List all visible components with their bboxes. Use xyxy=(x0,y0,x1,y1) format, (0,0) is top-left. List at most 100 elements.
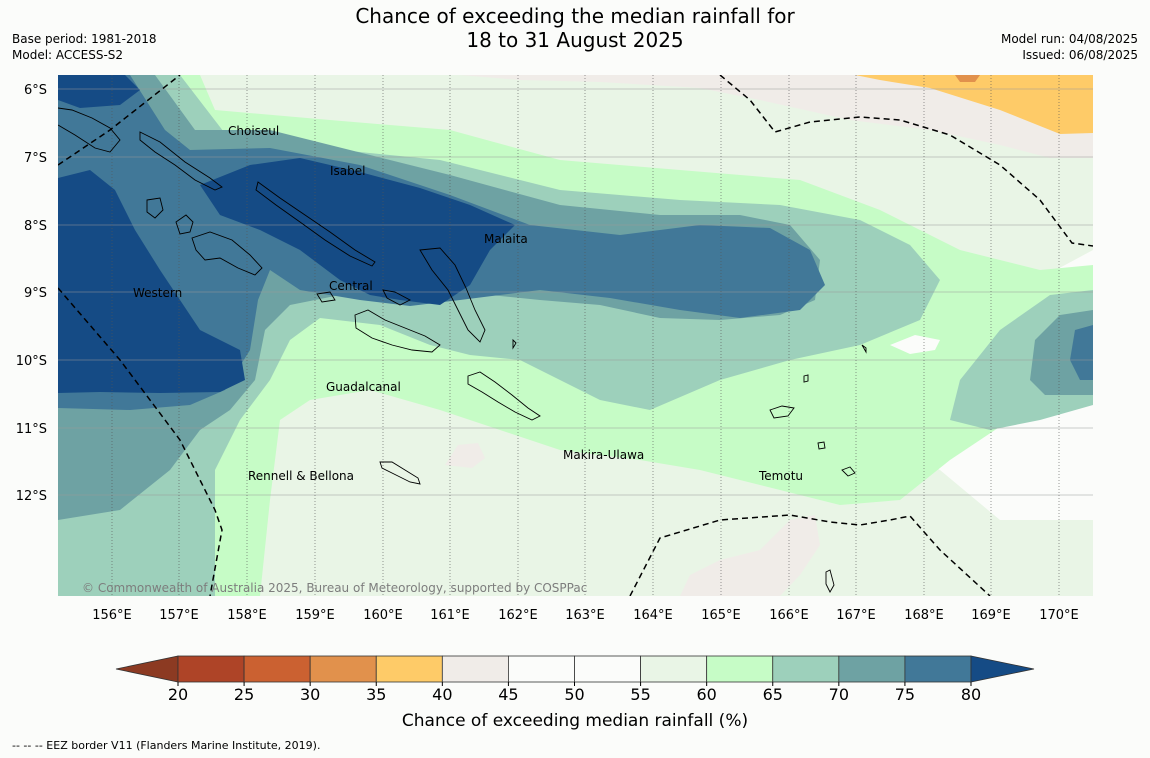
eez-border xyxy=(58,75,1093,596)
lat-label: 12°S xyxy=(16,489,47,504)
colorbar-tick-label: 30 xyxy=(300,685,320,704)
island-isabel xyxy=(255,181,376,267)
lon-label: 168°E xyxy=(904,608,944,623)
island-new-georgia xyxy=(191,231,263,276)
colorbar-tick-label: 45 xyxy=(498,685,518,704)
colorbar-segment xyxy=(838,655,906,683)
island-tikopia xyxy=(841,466,856,477)
region-label-western: Western xyxy=(133,286,182,300)
region-label-makira-ulawa: Makira-Ulawa xyxy=(563,448,644,462)
fill-above-80 xyxy=(58,75,140,108)
lon-label: 165°E xyxy=(701,608,741,623)
fill-above-80-west xyxy=(58,170,245,393)
lat-label: 6°S xyxy=(24,83,47,98)
colorbar-tick-label: 60 xyxy=(696,685,716,704)
island-small-1 xyxy=(512,338,517,350)
colorbar-segment xyxy=(640,655,708,683)
lon-label: 160°E xyxy=(363,608,403,623)
island-makira xyxy=(467,371,541,421)
colorbar-high-extension xyxy=(970,655,1035,683)
colorbar-tick-label: 70 xyxy=(829,685,849,704)
base-period: Base period: 1981-2018 xyxy=(12,32,157,46)
island-florida xyxy=(316,291,336,303)
model-info: Base period: 1981-2018 Model: ACCESS-S2 xyxy=(12,31,157,63)
colorbar: 20 25 30 35 40 45 50 55 60 65 70 75 80 Chance of exc… xyxy=(115,655,1035,731)
colorbar-tick-label: 75 xyxy=(895,685,915,704)
lat-label: 9°S xyxy=(24,286,47,301)
island-small-2 xyxy=(861,344,867,354)
lat-label: 11°S xyxy=(16,422,47,437)
title-line-2: 18 to 31 August 2025 xyxy=(466,28,684,52)
issued-date: Issued: 06/08/2025 xyxy=(1022,48,1138,62)
island-rennell xyxy=(379,461,421,485)
lon-label: 169°E xyxy=(971,608,1011,623)
lon-label: 157°E xyxy=(159,608,199,623)
lon-label: 167°E xyxy=(836,608,876,623)
region-label-isabel: Isabel xyxy=(330,164,365,178)
copyright-notice: © Commonwealth of Australia 2025, Bureau… xyxy=(82,581,587,595)
fill-40-45-small xyxy=(445,443,485,468)
lat-label: 7°S xyxy=(24,151,47,166)
fill-75-80-east xyxy=(1070,325,1093,380)
fill-40-45-south xyxy=(680,515,820,596)
lat-labels: 6°S 7°S 8°S 9°S 10°S 11°S 12°S xyxy=(16,83,47,504)
lon-label: 162°E xyxy=(498,608,538,623)
island-malaita xyxy=(419,247,486,343)
fill-35-40 xyxy=(855,75,1093,134)
lon-label: 170°E xyxy=(1039,608,1079,623)
lat-gridlines xyxy=(58,88,1093,496)
title-line-1: Chance of exceeding the median rainfall … xyxy=(355,4,795,28)
run-info: Model run: 04/08/2025 Issued: 06/08/2025 xyxy=(1001,31,1138,63)
fill-above-80-central xyxy=(200,158,515,305)
lon-label: 159°E xyxy=(295,608,335,623)
island-bougainville xyxy=(58,107,121,153)
colorbar-segment xyxy=(309,655,377,683)
fill-50-55-east xyxy=(890,335,940,354)
region-label-central: Central xyxy=(329,279,373,293)
region-label-choiseul: Choiseul xyxy=(228,124,279,138)
lon-label: 161°E xyxy=(430,608,470,623)
lat-label: 10°S xyxy=(16,354,47,369)
eez-footnote: -- -- -- EEZ border V11 (Flanders Marine… xyxy=(12,739,321,752)
region-label-rennell-bellona: Rennell & Bellona xyxy=(248,469,354,483)
colorbar-tick-label: 40 xyxy=(432,685,452,704)
colorbar-tick-label: 50 xyxy=(564,685,584,704)
colorbar-segment xyxy=(574,655,641,683)
lon-label: 156°E xyxy=(92,608,132,623)
colorbar-tick-label: 55 xyxy=(630,685,650,704)
region-label-guadalcanal: Guadalcanal xyxy=(326,380,401,394)
colorbar-label: Chance of exceeding median rainfall (%) xyxy=(402,711,748,731)
colorbar-segment xyxy=(375,655,443,683)
colorbar-low-extension xyxy=(115,655,179,683)
colorbar-segment xyxy=(904,655,972,683)
chart-title: Chance of exceeding the median rainfall … xyxy=(0,4,1150,52)
island-reef xyxy=(803,374,809,383)
lon-label: 166°E xyxy=(769,608,809,623)
colorbar-tick-label: 35 xyxy=(366,685,386,704)
model-name: Model: ACCESS-S2 xyxy=(12,48,124,62)
island-outlines xyxy=(58,107,867,593)
colorbar-tick-label: 80 xyxy=(961,685,981,704)
colorbar-segment xyxy=(772,655,840,683)
island-choiseul xyxy=(139,131,223,191)
colorbar-segment xyxy=(441,655,509,683)
colorbar-segment xyxy=(706,655,774,683)
island-kolombangara xyxy=(175,214,194,235)
colorbar-ticks: 20 25 30 35 40 45 50 55 60 65 70 75 80 xyxy=(168,682,981,704)
model-run: Model run: 04/08/2025 xyxy=(1000,32,1138,46)
island-vella xyxy=(146,197,164,219)
region-label-temotu: Temotu xyxy=(758,469,803,483)
colorbar-segment xyxy=(508,655,575,683)
colorbar-segment xyxy=(243,655,311,683)
region-label-malaita: Malaita xyxy=(484,232,528,246)
colorbar-tick-label: 65 xyxy=(763,685,783,704)
island-ndeni xyxy=(769,405,795,419)
colorbar-tick-label: 25 xyxy=(234,685,254,704)
island-russell xyxy=(382,289,411,306)
lon-labels: 156°E 157°E 158°E 159°E 160°E 161°E 162°… xyxy=(92,608,1079,623)
fill-40-45-northeast xyxy=(460,75,1093,158)
colorbar-segment xyxy=(177,655,245,683)
island-guadalcanal xyxy=(354,309,441,353)
colorbar-tick-label: 20 xyxy=(168,685,188,704)
region-labels: Choiseul Isabel Malaita Central Western … xyxy=(133,124,803,483)
